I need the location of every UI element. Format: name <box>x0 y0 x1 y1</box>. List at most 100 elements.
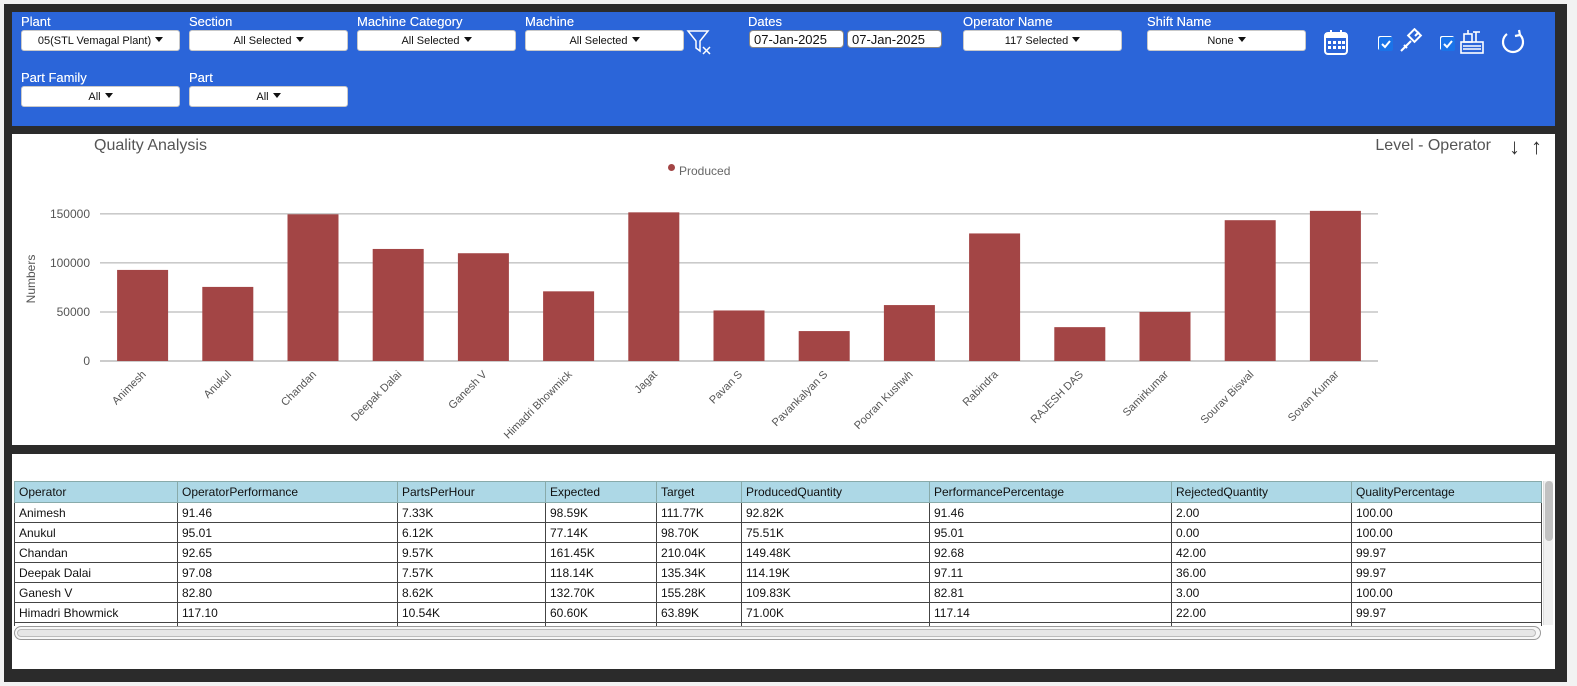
bar <box>372 248 424 361</box>
table-cell: 114.19K <box>741 562 930 583</box>
caret-down-icon <box>155 37 164 42</box>
horizontal-scroll-thumb[interactable] <box>17 629 1536 637</box>
table-cell: 92.82K <box>741 502 930 523</box>
date-to-input[interactable]: 07-Jan-2025 <box>847 30 942 48</box>
part-value: All <box>256 91 269 103</box>
machine-dropdown[interactable]: All Selected <box>525 30 684 51</box>
x-tick-label: Anukul <box>202 369 234 401</box>
caret-down-icon <box>272 93 281 98</box>
part-toggle-checkbox[interactable] <box>1378 36 1393 51</box>
vertical-scroll-thumb[interactable] <box>1545 481 1553 541</box>
table-row[interactable]: Deepak Dalai 97.08 7.57K 118.14K 135.34K 114.… <box>14 562 1542 583</box>
shift-name-label: Shift Name <box>1147 14 1212 29</box>
table-cell: 92.65 <box>177 542 398 563</box>
refresh-icon[interactable] <box>1499 28 1527 61</box>
table-cell: 22.00 <box>1171 602 1352 623</box>
table-row[interactable]: Chandan 92.65 9.57K 161.45K 210.04K 149.48K 92… <box>14 542 1542 563</box>
part-family-filter: Part Family All <box>21 71 180 107</box>
chart-legend[interactable]: Produced <box>668 164 730 178</box>
filter-clear-icon[interactable] <box>686 28 714 61</box>
machine-value: All Selected <box>569 35 628 47</box>
calendar-icon[interactable] <box>1323 28 1349 61</box>
table-cell: 100.00 <box>1351 522 1542 543</box>
part-label: Part <box>189 70 213 85</box>
caret-down-icon <box>463 37 472 42</box>
machine-icon[interactable] <box>1458 28 1486 61</box>
plant-filter: Plant 05(STL Vemagal Plant) <box>21 15 180 51</box>
table-row[interactable]: Himadri Bhowmick 117.10 10.54K 60.60K 63.89K… <box>14 602 1542 623</box>
table-panel: Operator OperatorPerformance PartsPerHour E… <box>12 454 1555 669</box>
level-label: Level - Operator <box>1375 137 1491 154</box>
table-cell: 82.81 <box>929 582 1172 603</box>
bar-chart: 0 50000 100000 150000 Numbers Animesh Anukul Ch… <box>24 207 1378 442</box>
y-axis-label: Numbers <box>24 255 38 304</box>
table-cell: 8.62K <box>397 582 546 603</box>
shift-name-dropdown[interactable]: None <box>1147 30 1306 51</box>
x-tick-label: Himadri Bhowmick <box>502 368 575 441</box>
table-cell: 155.28K <box>656 582 742 603</box>
column-header[interactable]: Target <box>656 481 742 503</box>
x-tick-label: Pooran Kushwh <box>852 369 915 432</box>
column-header[interactable]: ProducedQuantity <box>741 481 930 503</box>
machine-category-dropdown[interactable]: All Selected <box>357 30 516 51</box>
column-header[interactable]: Expected <box>545 481 657 503</box>
table-cell: 98.59K <box>545 502 657 523</box>
plant-dropdown[interactable]: 05(STL Vemagal Plant) <box>21 30 180 51</box>
table-row[interactable] <box>14 622 1542 626</box>
table-row[interactable]: Animesh 91.46 7.33K 98.59K 111.77K 92.82K 91.4… <box>14 502 1542 523</box>
machine-toggle-checkbox[interactable] <box>1440 36 1455 51</box>
legend-label: Produced <box>679 164 731 178</box>
column-header[interactable]: Operator <box>14 481 178 503</box>
table-cell: 149.48K <box>741 542 930 563</box>
vertical-scrollbar[interactable] <box>1543 481 1553 625</box>
table-cell: 99.97 <box>1351 562 1542 583</box>
y-tick-label: 100000 <box>50 256 90 270</box>
operator-name-dropdown[interactable]: 117 Selected <box>963 30 1122 51</box>
date-from-input[interactable]: 07-Jan-2025 <box>749 30 844 48</box>
column-header[interactable]: QualityPercentage <box>1351 481 1542 503</box>
column-header[interactable]: OperatorPerformance <box>177 481 398 503</box>
table-cell: 161.45K <box>545 542 657 563</box>
table-cell: 63.89K <box>656 602 742 623</box>
x-tick-label: Pavankalyan S <box>770 369 830 429</box>
chart-panel: Quality Analysis Level - Operator ↓ ↑ Pr… <box>12 134 1555 445</box>
table-cell: 0.00 <box>1171 522 1352 543</box>
table-row[interactable]: Anukul 95.01 6.12K 77.14K 98.70K 75.51K 95.01 0… <box>14 522 1542 543</box>
table-cell: 10.54K <box>397 602 546 623</box>
x-tick-label: Sovan Kumar <box>1286 368 1342 424</box>
x-tick-label: Pavan S <box>707 369 745 407</box>
table-cell: 100.00 <box>1351 582 1542 603</box>
sort-down-icon[interactable]: ↓ <box>1509 134 1520 159</box>
column-header[interactable]: RejectedQuantity <box>1171 481 1352 503</box>
section-filter: Section All Selected <box>189 15 348 51</box>
shift-name-value: None <box>1207 35 1234 47</box>
part-family-dropdown[interactable]: All <box>21 86 180 107</box>
section-dropdown[interactable]: All Selected <box>189 30 348 51</box>
table-cell: 97.08 <box>177 562 398 583</box>
operator-name-value: 117 Selected <box>1004 35 1069 47</box>
machine-category-value: All Selected <box>401 35 460 47</box>
bar <box>628 212 680 361</box>
table-cell: 117.14 <box>929 602 1172 623</box>
column-header[interactable]: PartsPerHour <box>397 481 546 503</box>
table-cell: 9.57K <box>397 542 546 563</box>
column-header[interactable]: PerformancePercentage <box>929 481 1172 503</box>
table-cell: 60.60K <box>545 602 657 623</box>
x-tick-label: Sourav Biswal <box>1199 369 1257 427</box>
operator-table: Operator OperatorPerformance PartsPerHour E… <box>14 481 1542 626</box>
table-cell: 118.14K <box>545 562 657 583</box>
part-family-value: All <box>88 91 101 103</box>
plant-value: 05(STL Vemagal Plant) <box>37 35 152 47</box>
table-cell: Ganesh V <box>14 582 178 603</box>
bar <box>1309 210 1361 361</box>
table-cell: Himadri Bhowmick <box>14 602 178 623</box>
table-cell: 7.57K <box>397 562 546 583</box>
horizontal-scrollbar[interactable] <box>14 626 1541 640</box>
sort-up-icon[interactable]: ↑ <box>1531 134 1542 159</box>
part-dropdown[interactable]: All <box>189 86 348 107</box>
x-tick-label: RAJESH DAS <box>1029 369 1086 426</box>
x-tick-label: Jagat <box>632 369 660 397</box>
table-row[interactable]: Ganesh V 82.80 8.62K 132.70K 155.28K 109.83K 8… <box>14 582 1542 603</box>
machine-filter: Machine All Selected <box>525 15 684 51</box>
piston-icon[interactable] <box>1396 27 1424 61</box>
